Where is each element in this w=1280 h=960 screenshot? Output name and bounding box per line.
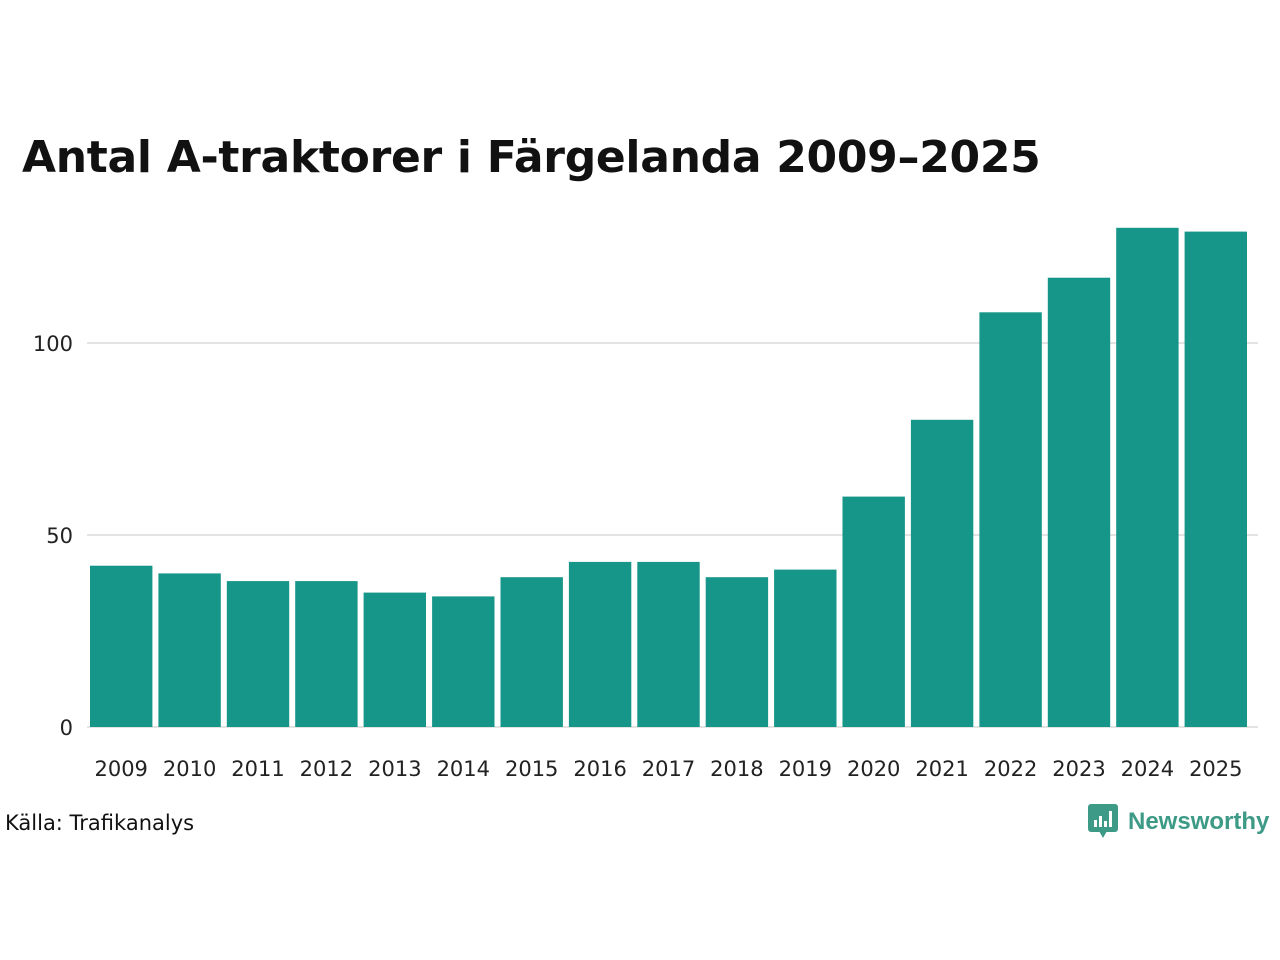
x-tick-label: 2013 — [368, 757, 421, 781]
bar-2011 — [226, 581, 290, 727]
bar-2015 — [500, 577, 563, 727]
x-tick-label: 2024 — [1121, 757, 1174, 781]
bar-2024 — [1116, 227, 1179, 728]
x-tick-label: 2023 — [1052, 757, 1105, 781]
bar-2018 — [705, 577, 769, 727]
bar-chart-bubble-icon — [1088, 804, 1118, 838]
x-tick-label: 2021 — [915, 757, 968, 781]
x-tick-label: 2022 — [984, 757, 1037, 781]
bar-2014 — [432, 596, 495, 727]
chart-title: Antal A-traktorer i Färgelanda 2009–2025 — [22, 132, 1041, 183]
x-tick-label: 2025 — [1189, 757, 1242, 781]
bar-2020 — [842, 496, 905, 727]
bar-2025 — [1184, 231, 1247, 727]
x-tick-label: 2017 — [642, 757, 695, 781]
x-tick-label: 2018 — [710, 757, 763, 781]
bar-2019 — [774, 569, 837, 727]
bar-2012 — [295, 581, 358, 727]
x-tick-label: 2009 — [94, 757, 147, 781]
x-tick-label: 2014 — [437, 757, 490, 781]
y-axis-ticks: 0 50 100 — [33, 332, 73, 740]
bar-2010 — [158, 573, 221, 727]
x-tick-label: 2012 — [300, 757, 353, 781]
brand-logo[interactable]: Newsworthy — [1088, 804, 1269, 840]
source-note: Källa: Trafikanalys — [5, 811, 195, 835]
x-tick-label: 2015 — [505, 757, 558, 781]
y-tick-label: 0 — [60, 716, 73, 740]
x-tick-label: 2020 — [847, 757, 900, 781]
x-tick-label: 2016 — [573, 757, 626, 781]
bars — [90, 227, 1247, 728]
bar-2017 — [637, 561, 700, 727]
bar-2023 — [1047, 277, 1111, 727]
brand-name: Newsworthy — [1128, 808, 1270, 835]
x-tick-label: 2011 — [231, 757, 284, 781]
bar-2022 — [979, 312, 1042, 727]
bar-2021 — [910, 419, 974, 727]
x-axis-ticks: 2009 2010 2011 2012 2013 2014 2015 2016 2017 2018… — [94, 757, 1242, 781]
y-tick-label: 50 — [46, 524, 73, 548]
bar-2016 — [568, 561, 632, 727]
bar-2013 — [363, 592, 426, 727]
x-tick-label: 2010 — [163, 757, 216, 781]
x-tick-label: 2019 — [779, 757, 832, 781]
bar-2009 — [90, 565, 153, 727]
y-tick-label: 100 — [33, 332, 73, 356]
